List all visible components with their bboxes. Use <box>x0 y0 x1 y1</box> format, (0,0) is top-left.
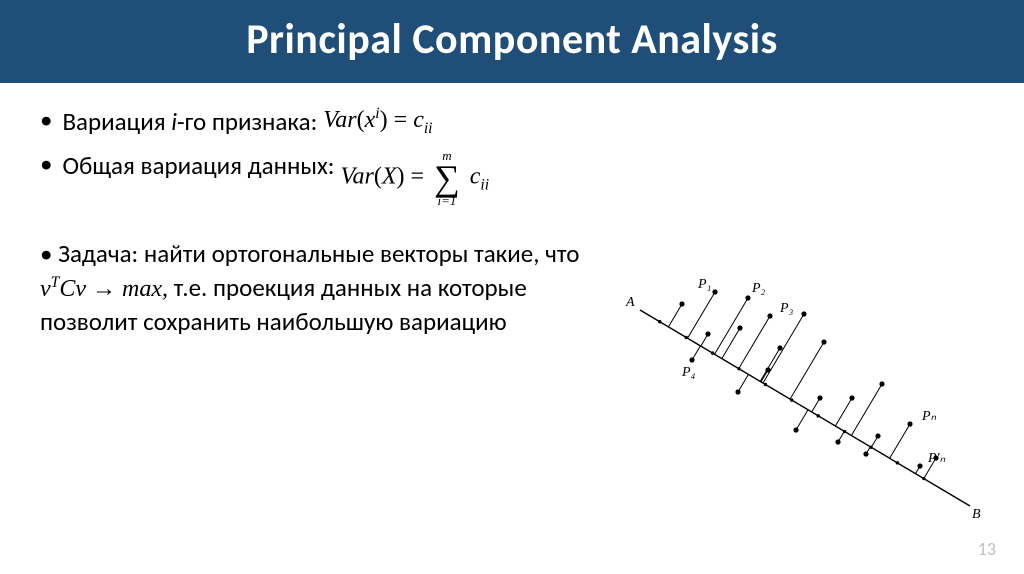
sigma-icon: ∑ <box>434 162 460 194</box>
sum-symbol: m ∑ i=1 <box>434 149 460 207</box>
bullet-dot: • <box>40 149 52 179</box>
title-bar: Principal Component Analysis <box>0 0 1024 83</box>
bullet-dot: • <box>40 238 58 269</box>
formula-var-xi: Var(xi) = cii <box>323 105 432 138</box>
task-lead: Задача: найти ортогональные векторы таки… <box>58 238 579 269</box>
sum-lower: i=1 <box>434 194 460 207</box>
bullet-1: • Вариация i-го признака: Var(xi) = cii <box>40 105 984 139</box>
bullet-1-text: Вариация i-го признака: <box>62 105 317 139</box>
bullet-3-task: • Задача: найти ортогональные векторы та… <box>40 237 600 339</box>
formula-opt: νTCν → max, <box>40 276 168 302</box>
slide: Principal Component Analysis • Вариация … <box>0 0 1024 574</box>
bullet-1-part1: Вариация <box>62 106 171 137</box>
svg-text:P₁: P₁ <box>697 277 711 292</box>
svg-text:B: B <box>972 507 981 522</box>
pca-projection-diagram: A B P₁ P₂ P₃ P₄ Pₙ P′ₙ <box>620 274 990 524</box>
bullet-dot: • <box>40 105 52 135</box>
bullet-2-text: Общая вариация данных: <box>62 149 334 183</box>
bullet-2: • Общая вариация данных: Var(X) = m ∑ i=… <box>40 149 984 207</box>
page-number: 13 <box>978 538 996 560</box>
svg-text:P′ₙ: P′ₙ <box>927 451 946 466</box>
svg-text:Pₙ: Pₙ <box>921 409 937 424</box>
bullet-1-part2: -го признака: <box>177 106 317 137</box>
slide-title: Principal Component Analysis <box>0 14 1024 65</box>
svg-text:P₃: P₃ <box>779 301 794 316</box>
svg-text:P₂: P₂ <box>751 281 766 296</box>
formula-var-x: Var(X) = m ∑ i=1 cii <box>341 149 490 207</box>
svg-text:P₄: P₄ <box>681 365 696 380</box>
svg-text:A: A <box>625 295 635 310</box>
